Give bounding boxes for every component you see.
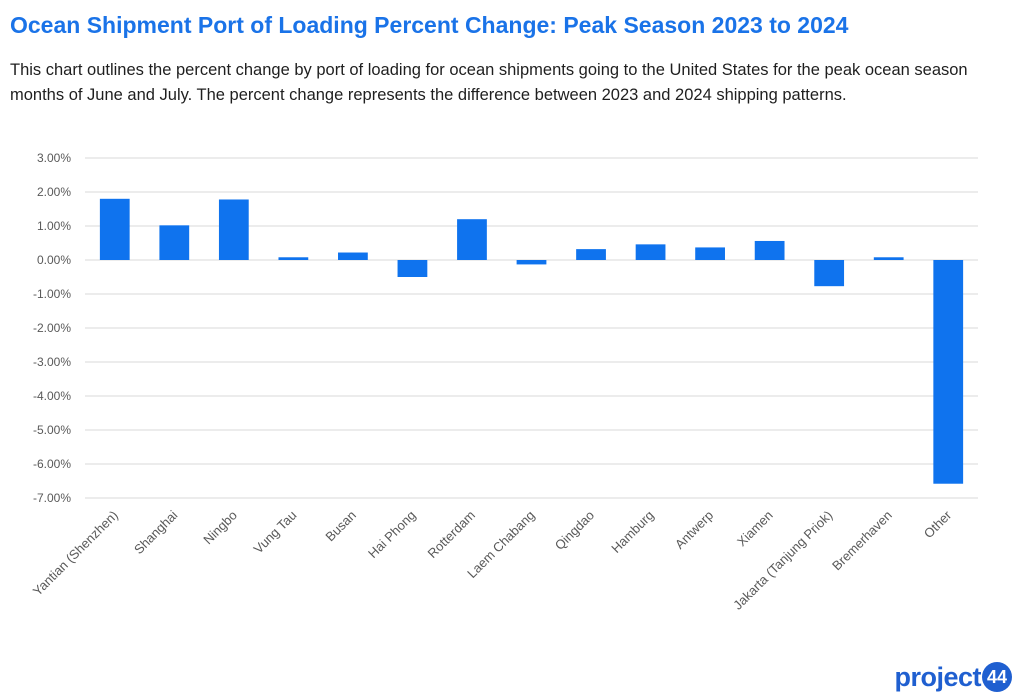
x-tick-label: Hai Phong bbox=[365, 508, 419, 562]
x-tick-label: Hamburg bbox=[608, 508, 656, 556]
x-tick-label: Shanghai bbox=[131, 507, 181, 557]
x-tick-label: Jakarta (Tanjung Priok) bbox=[730, 508, 835, 613]
y-tick-label: 2.00% bbox=[37, 185, 71, 199]
x-tick-label: Qingdao bbox=[552, 508, 597, 553]
bar bbox=[576, 249, 606, 260]
chart-description: This chart outlines the percent change b… bbox=[10, 61, 968, 104]
bar bbox=[635, 244, 666, 260]
x-tick-label: Bremerhaven bbox=[829, 508, 895, 574]
bar bbox=[397, 260, 428, 277]
project44-logo: project 44 bbox=[894, 662, 1012, 692]
bar bbox=[159, 225, 190, 260]
y-tick-label: -6.00% bbox=[33, 457, 71, 471]
logo-badge: 44 bbox=[982, 662, 1012, 692]
y-tick-label: -7.00% bbox=[33, 491, 71, 505]
bar bbox=[457, 219, 487, 260]
y-tick-label: -1.00% bbox=[33, 287, 71, 301]
bar bbox=[873, 257, 904, 260]
y-tick-label: -3.00% bbox=[33, 355, 71, 369]
bar bbox=[933, 260, 964, 484]
y-tick-label: -4.00% bbox=[33, 389, 71, 403]
x-tick-label: Yantian (Shenzhen) bbox=[30, 508, 121, 599]
bar bbox=[754, 240, 785, 260]
y-tick-label: 0.00% bbox=[37, 253, 71, 267]
logo-wordmark: project bbox=[894, 661, 981, 692]
x-tick-label: Ningbo bbox=[200, 508, 240, 548]
y-axis-ticks: 3.00% 2.00% 1.00% 0.00% -1.00% -2.00% -3.00% -4… bbox=[33, 151, 71, 505]
chart-title: Ocean Shipment Port of Loading Percent C… bbox=[10, 12, 849, 38]
y-tick-label: 1.00% bbox=[37, 219, 71, 233]
y-tick-label: -2.00% bbox=[33, 321, 71, 335]
bar bbox=[218, 199, 249, 260]
x-tick-label: Rotterdam bbox=[425, 508, 479, 562]
x-tick-label: Vung Tau bbox=[251, 508, 300, 557]
bar bbox=[516, 260, 547, 265]
x-tick-label: Other bbox=[921, 507, 955, 541]
bars bbox=[99, 198, 964, 484]
x-tick-label: Antwerp bbox=[672, 508, 716, 552]
x-axis-ticks: Yantian (Shenzhen) Shanghai Ningbo Vung Tau… bbox=[30, 507, 955, 613]
y-tick-label: 3.00% bbox=[37, 151, 71, 165]
bar bbox=[278, 257, 309, 260]
bar bbox=[814, 260, 845, 287]
x-tick-label: Busan bbox=[322, 508, 359, 545]
bar bbox=[99, 198, 130, 260]
y-tick-label: -5.00% bbox=[33, 423, 71, 437]
x-tick-label: Xiamen bbox=[734, 508, 776, 550]
bar bbox=[338, 252, 368, 260]
bar bbox=[695, 247, 725, 260]
